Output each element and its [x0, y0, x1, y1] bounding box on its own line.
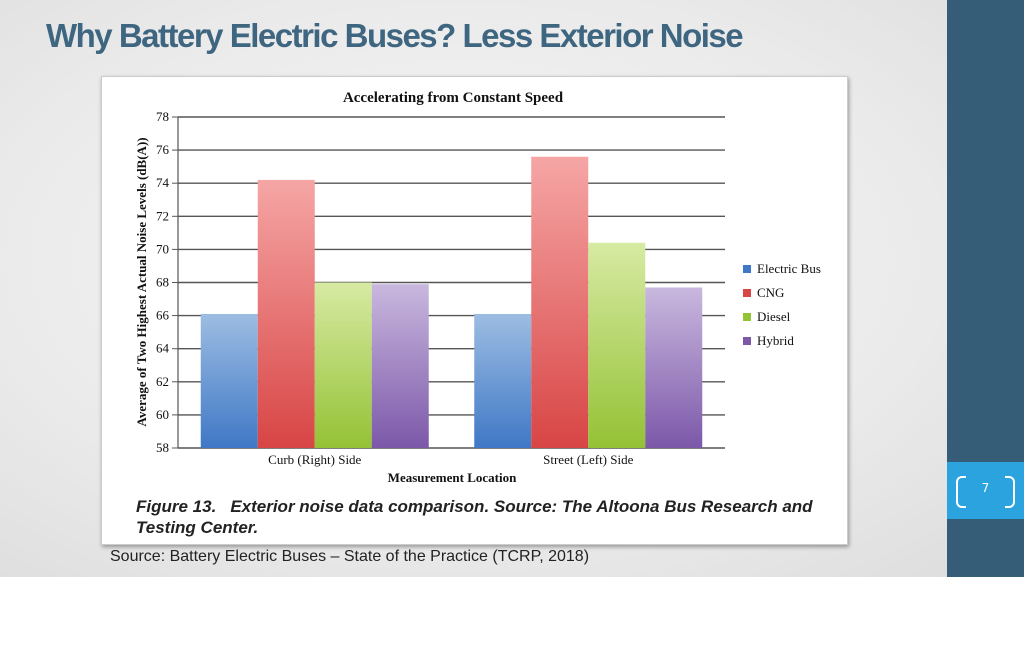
y-tick-label: 60 [156, 407, 169, 422]
chart-bars [200, 156, 703, 448]
y-tick-label: 70 [156, 241, 169, 256]
bar-diesel-1 [588, 242, 646, 448]
figure-caption-label: Figure 13. [136, 497, 217, 516]
bar-electric-bus-0 [200, 313, 258, 448]
bar-electric-bus-1 [474, 313, 532, 448]
y-tick-label: 66 [156, 308, 170, 323]
legend-label: CNG [757, 285, 784, 300]
y-tick-label: 62 [156, 374, 169, 389]
bar-cng-0 [257, 179, 315, 448]
chart-legend: Electric Bus CNG Diesel Hybrid [743, 261, 821, 348]
slide-title: Why Battery Electric Buses? Less Exterio… [46, 17, 744, 55]
bar-hybrid-0 [371, 284, 429, 448]
legend-swatch [743, 265, 751, 273]
x-tick-label: Curb (Right) Side [268, 452, 361, 467]
y-tick-label: 72 [156, 208, 169, 223]
y-tick-label: 76 [156, 142, 170, 157]
page-number: 7 [981, 481, 990, 495]
y-tick-label: 78 [156, 109, 169, 124]
chart-axes: 58 60 62 64 66 68 70 72 74 76 78 Curb (Right) Side S… [156, 109, 634, 467]
legend-label: Electric Bus [757, 261, 821, 276]
bar-hybrid-1 [645, 287, 703, 448]
y-tick-label: 64 [156, 341, 170, 356]
figure-panel: 58 60 62 64 66 68 70 72 74 76 78 Curb (Right) Side S… [101, 76, 848, 545]
figure-caption: Figure 13. Exterior noise data comparison… [136, 496, 826, 538]
right-bracket-icon [1005, 476, 1015, 508]
y-axis-title: Average of Two Highest Actual Noise Leve… [134, 137, 149, 426]
x-axis-title: Measurement Location [388, 470, 517, 485]
y-tick-label: 68 [156, 275, 169, 290]
y-tick-label: 58 [156, 440, 169, 455]
bar-cng-1 [531, 156, 589, 448]
slide-title-rest: Less Exterior Noise [462, 17, 744, 54]
y-tick-label: 74 [156, 175, 170, 190]
legend-label: Diesel [757, 309, 791, 324]
left-bracket-icon [956, 476, 966, 508]
x-tick-label: Street (Left) Side [543, 452, 633, 467]
chart-title: Accelerating from Constant Speed [343, 90, 564, 106]
slide: Why Battery Electric Buses? Less Exterio… [0, 0, 1024, 577]
slide-title-bold: Why Battery Electric Buses? [46, 17, 456, 54]
bar-chart: 58 60 62 64 66 68 70 72 74 76 78 Curb (Right) Side S… [134, 90, 821, 485]
figure-caption-text: Exterior noise data comparison. Source: … [136, 497, 813, 537]
legend-swatch [743, 337, 751, 345]
legend-swatch [743, 289, 751, 297]
bar-diesel-0 [314, 282, 372, 448]
source-citation: Source: Battery Electric Buses – State o… [110, 548, 590, 565]
legend-swatch [743, 313, 751, 321]
legend-label: Hybrid [757, 333, 794, 348]
page-number-badge: 7 [947, 462, 1024, 519]
